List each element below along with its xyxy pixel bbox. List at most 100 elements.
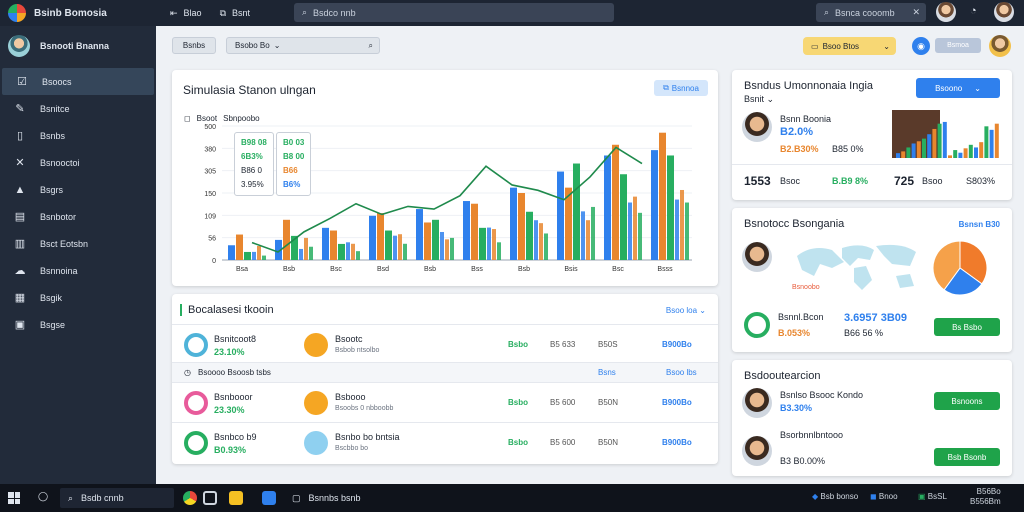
map-card: Bsnotocc Bsongania Bsnsn B30 Bsnoobo Bsn… — [732, 208, 1012, 352]
chart-bar — [487, 227, 491, 260]
file-icon: ▤ — [14, 211, 26, 223]
chart-bar — [534, 220, 538, 260]
sidebar-item-label: Bsnooctoi — [40, 157, 80, 168]
sidebar: Bsnooti Bnanna ☑ Bsoocs ✎ Bsnitce ▯ Bsnbs ✕… — [0, 26, 156, 484]
sidebar-item-1[interactable]: ✎ Bsnitce — [0, 95, 156, 122]
header-box-button[interactable]: Bsmoa — [935, 38, 981, 53]
table-view-link[interactable]: Bsoo loa ⌄ — [666, 306, 706, 315]
y-tick-label: 0 — [212, 258, 216, 265]
chevron-down-icon: ⌄ — [883, 41, 890, 51]
chart-bar — [338, 243, 345, 260]
big-number-2-label: Bsoo — [922, 176, 943, 186]
clock-time: B56Bo — [976, 487, 1001, 496]
status-ring-icon — [184, 431, 208, 455]
chart-bar — [591, 206, 595, 260]
sidebar-item-0[interactable]: ☑ Bsoocs — [2, 68, 154, 95]
person-1-button[interactable]: Bsnoons — [934, 392, 1000, 410]
table-row[interactable]: Bsnbco b9 B0.93% Bsnbo bo bntsia Bscbbo … — [172, 422, 718, 462]
y-tick-label: 305 — [204, 169, 216, 176]
chart-bar — [283, 219, 290, 260]
status-ring-icon — [184, 333, 208, 357]
browser-icon[interactable] — [183, 491, 197, 505]
nav-back[interactable]: ⇤ Blao — [170, 8, 202, 19]
mini-bar — [932, 128, 937, 158]
user-avatar[interactable] — [936, 2, 956, 22]
row-col-2: B5 600 — [550, 398, 576, 407]
tray-item-2[interactable]: ◼ Bnoo — [870, 492, 898, 501]
folder-icon[interactable] — [229, 491, 243, 505]
nav-share-label: Bsnt — [232, 8, 251, 18]
mini-bar — [937, 123, 942, 158]
row-name: Bsnitcoot8 — [214, 334, 257, 344]
y-tick-label: 109 — [204, 213, 216, 220]
close-icon[interactable]: ✕ — [912, 7, 920, 17]
tray-item-3[interactable]: ▣ BsSL — [918, 492, 947, 501]
status-pill[interactable]: ▭ Bsoo Btos ⌄ — [803, 37, 896, 55]
taskbar-app[interactable]: ▢ Bsnnbs bsnb — [286, 488, 378, 508]
taskbar-clock[interactable]: B56Bo B556Bm — [970, 487, 1001, 507]
person-2-button[interactable]: Bsb Bsonb — [934, 448, 1000, 466]
header-avatar[interactable] — [989, 35, 1011, 57]
tray-item-1[interactable]: ◆ Bsb bonso — [812, 492, 858, 501]
tooltip-line: B8 00 — [283, 152, 305, 161]
sidebar-user[interactable]: Bsnooti Bnanna — [0, 26, 156, 66]
people-card-title: Bsdooutearcion — [744, 370, 821, 382]
row-col-4[interactable]: B900Bo — [662, 398, 692, 407]
refresh-icon[interactable]: ◉ — [912, 37, 930, 55]
chat-icon[interactable]: ◯ — [38, 491, 49, 501]
row-col-4[interactable]: B900Bo — [662, 438, 692, 447]
taskbar-search-input[interactable]: ⌕ Bsdb cnnb — [60, 488, 174, 508]
table-row[interactable]: Bsnitcoot8 23.10% Bsootc Bsbob ntsolbo B… — [172, 324, 718, 364]
person-name: Bsnn Boonia — [780, 114, 832, 124]
store-icon[interactable] — [262, 491, 276, 505]
map-card-sub[interactable]: Bsnsn B30 — [958, 220, 1000, 229]
subhead-right[interactable]: Bsoo lbs — [666, 368, 697, 377]
network-icon: ◆ — [812, 492, 819, 501]
nav-share[interactable]: ⧉ Bsnt — [220, 8, 250, 19]
camera-icon[interactable] — [203, 491, 217, 505]
row-col-1: Bsbo — [508, 340, 528, 349]
y-tick-label: 56 — [208, 236, 216, 243]
divider — [732, 164, 1012, 165]
summary-action-button[interactable]: Bsoono ⌄ — [916, 78, 1000, 98]
sidebar-item-4[interactable]: ▲ Bsgrs — [0, 176, 156, 203]
chart-bar — [612, 144, 619, 260]
big-number-1: 1553 — [744, 174, 771, 188]
windows-start-icon[interactable] — [8, 492, 20, 504]
profile-avatar[interactable] — [994, 2, 1014, 22]
taskbar-app-label: Bsnnbs bsnb — [308, 493, 361, 503]
table-row[interactable]: Bsnbooor 23.30% Bsbooo Bsoobs 0 nbboobb … — [172, 382, 718, 422]
row-col-4[interactable]: B900Bo — [662, 340, 692, 349]
tray-label-2: Bnoo — [878, 492, 898, 501]
summary-sub[interactable]: Bsnit ⌄ — [744, 94, 774, 105]
breadcrumb[interactable]: Bsnbs — [172, 37, 216, 54]
sidebar-item-5[interactable]: ▤ Bsnbotor — [0, 203, 156, 230]
global-search-input[interactable]: ⌕ Bsdco nnb — [294, 3, 614, 22]
sidebar-item-3[interactable]: ✕ Bsnooctoi — [0, 149, 156, 176]
sidebar-item-7[interactable]: ☁ Bsnnoina — [0, 257, 156, 284]
pie-slice — [959, 240, 988, 285]
mini-bar — [927, 134, 932, 158]
search-icon: ⌕ — [302, 7, 308, 17]
chart-action-button[interactable]: ⧉ Bsnnoa — [654, 80, 708, 96]
sidebar-item-2[interactable]: ▯ Bsnbs — [0, 122, 156, 149]
row-category: Bsbooo — [335, 392, 366, 402]
mini-bar — [979, 142, 984, 158]
chart-bar — [257, 245, 261, 260]
filter-dropdown[interactable]: Bsobo Bo ⌄ ⌕ — [226, 37, 380, 54]
sidebar-item-8[interactable]: ▦ Bsgik — [0, 284, 156, 311]
mini-bar — [958, 152, 963, 158]
map-action-button[interactable]: Bs Bsbo — [934, 318, 1000, 336]
user-name: Bsnooti Bnanna — [40, 41, 109, 51]
map-link[interactable]: Bsnoobo — [792, 284, 820, 291]
chart-bar — [275, 239, 282, 260]
x-tick-label: Bsb — [283, 266, 295, 273]
chart-bar — [479, 227, 486, 260]
sidebar-item-9[interactable]: ▣ Bsgse — [0, 311, 156, 338]
secondary-search-input[interactable]: ⌕ Bsnca cooomb ✕ — [816, 3, 926, 22]
person-pct: B2.0% — [780, 126, 814, 138]
subhead-mid: Bsns — [598, 368, 616, 377]
sidebar-item-6[interactable]: ▥ Bsct Eotsbn — [0, 230, 156, 257]
category-icon — [304, 431, 328, 455]
notification-icon[interactable]: ◔ — [970, 5, 977, 17]
